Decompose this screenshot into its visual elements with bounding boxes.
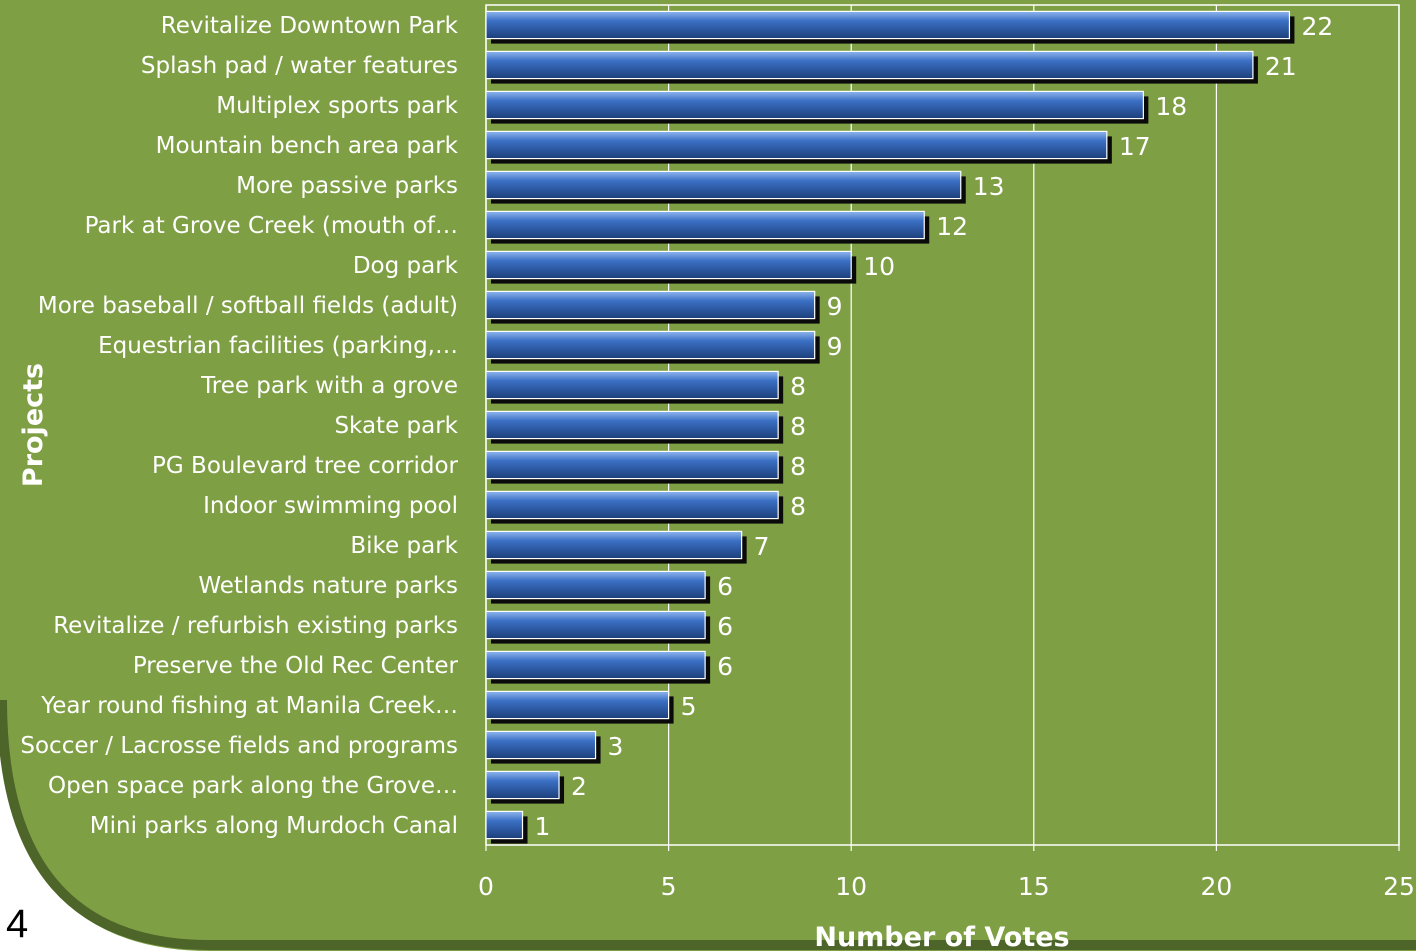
bar (485, 810, 524, 840)
bar (485, 690, 670, 720)
category-label: Dog park (353, 253, 459, 279)
value-label: 3 (608, 732, 624, 761)
category-label: Revitalize Downtown Park (161, 13, 459, 39)
value-label: 8 (790, 412, 806, 441)
value-label: 18 (1155, 92, 1187, 121)
bar (485, 330, 816, 360)
x-tick-label: 0 (478, 872, 494, 901)
category-label: Skate park (334, 413, 458, 439)
bar (485, 570, 706, 600)
bars (485, 10, 1295, 844)
bar (485, 730, 597, 760)
x-tick-labels: 0 5 10 15 20 25 (478, 872, 1415, 901)
x-tick-label: 20 (1200, 872, 1232, 901)
value-label: 2 (571, 772, 587, 801)
bar (485, 450, 779, 480)
category-label: More baseball / softball fields (adult) (38, 293, 458, 319)
bar (485, 490, 779, 520)
category-label: Park at Grove Creek (mouth of… (85, 213, 458, 239)
bar (485, 530, 743, 560)
x-tick-label: 15 (1018, 872, 1050, 901)
category-label: Multiplex sports park (216, 93, 458, 119)
category-label: Revitalize / refurbish existing parks (53, 613, 458, 639)
category-label: Mountain bench area park (156, 133, 459, 159)
category-labels: Revitalize Downtown Park Splash pad / wat… (20, 13, 458, 839)
value-label: 12 (936, 212, 968, 241)
bar (485, 50, 1254, 80)
value-label: 8 (790, 452, 806, 481)
category-label: More passive parks (236, 173, 458, 199)
category-label: Year round fishing at Manila Creek… (40, 693, 458, 719)
bar (485, 170, 962, 200)
slide-panel-border (0, 699, 1416, 950)
bar (485, 290, 816, 320)
value-label: 13 (973, 172, 1005, 201)
bar (485, 370, 779, 400)
value-label: 8 (790, 372, 806, 401)
category-label: Splash pad / water features (141, 53, 458, 79)
value-label: 22 (1301, 12, 1333, 41)
category-label: Soccer / Lacrosse fields and programs (20, 733, 458, 759)
bar (485, 210, 925, 240)
category-label: Indoor swimming pool (203, 493, 458, 519)
page-number: 4 (6, 902, 29, 946)
value-label: 9 (827, 332, 843, 361)
x-axis-title: Number of Votes (814, 922, 1069, 951)
value-label: 8 (790, 492, 806, 521)
value-label: 17 (1119, 132, 1151, 161)
category-label: Bike park (350, 533, 458, 559)
bar (485, 650, 706, 680)
value-label: 21 (1265, 52, 1297, 81)
bar (485, 410, 779, 440)
category-label: Tree park with a grove (200, 373, 458, 399)
x-tick-label: 5 (661, 872, 677, 901)
value-label: 7 (754, 532, 770, 561)
category-label: Equestrian facilities (parking,… (98, 333, 458, 359)
x-tick-label: 25 (1383, 872, 1415, 901)
category-label: Mini parks along Murdoch Canal (90, 813, 458, 839)
category-label: Wetlands nature parks (198, 573, 458, 599)
category-label: PG Boulevard tree corridor (152, 453, 459, 479)
category-label: Preserve the Old Rec Center (133, 653, 459, 679)
bar (485, 10, 1291, 40)
value-label: 1 (535, 812, 551, 841)
value-label: 6 (717, 652, 733, 681)
value-label: 9 (827, 292, 843, 321)
value-label: 5 (681, 692, 697, 721)
category-label: Open space park along the Grove… (48, 773, 458, 799)
bar (485, 130, 1108, 160)
bar (485, 610, 706, 640)
bar (485, 770, 560, 800)
bar (485, 90, 1144, 120)
x-tick-label: 10 (835, 872, 867, 901)
value-label: 6 (717, 612, 733, 641)
y-axis-title: Projects (18, 363, 49, 487)
value-label: 10 (863, 252, 895, 281)
bar (485, 250, 852, 280)
value-label: 6 (717, 572, 733, 601)
